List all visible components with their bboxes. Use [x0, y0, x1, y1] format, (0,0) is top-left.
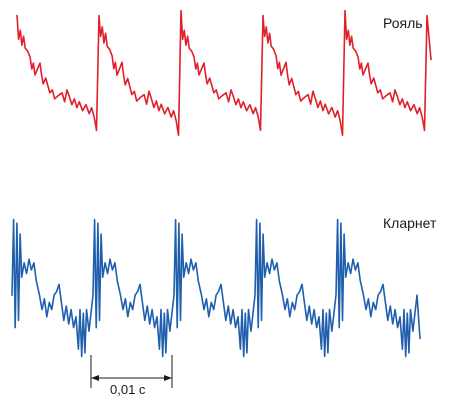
- piano-waveform: [16, 9, 432, 136]
- scale-right-arrow: [164, 375, 172, 381]
- time-scale-label: 0,01 с: [110, 382, 146, 397]
- piano-label: Рояль: [383, 15, 423, 31]
- scale-left-arrow: [91, 375, 99, 381]
- clarinet-label: Кларнет: [383, 215, 437, 231]
- clarinet-waveform: [11, 218, 421, 358]
- time-scale-bar: [90, 355, 173, 388]
